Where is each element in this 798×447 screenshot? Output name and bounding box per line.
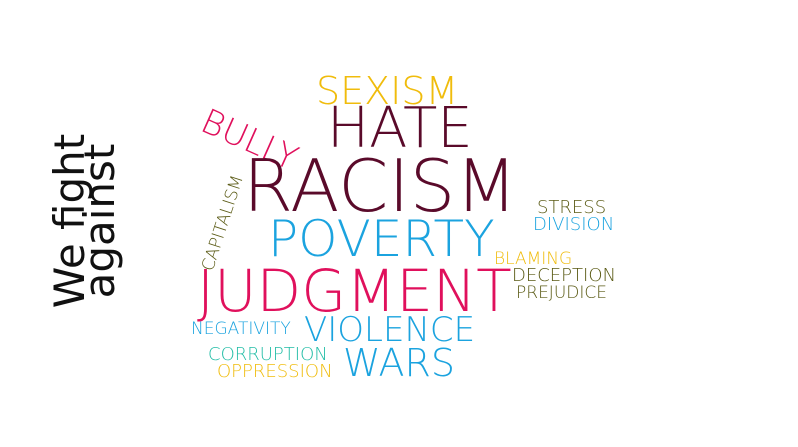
word-judgment: JUDGMENT <box>197 257 512 325</box>
word-oppression: OPPRESSION <box>217 361 333 382</box>
word-poverty: POVERTY <box>268 210 495 268</box>
word-prejudice: PREJUDICE <box>516 283 607 303</box>
word-sexism: SEXISM <box>316 69 459 113</box>
word-hate: HATE <box>327 96 473 161</box>
word-division: DIVISION <box>533 214 615 235</box>
word-deception: DECEPTION <box>512 265 616 286</box>
word-blaming: BLAMING <box>494 249 573 269</box>
word-racism: RACISM <box>243 144 518 228</box>
word-violence: VIOLENCE <box>304 310 476 350</box>
word-wars: WARS <box>343 341 456 385</box>
word-negativity: NEGATIVITY <box>191 319 291 339</box>
word-corruption: CORRUPTION <box>208 344 328 365</box>
word-stress: STRESS <box>537 197 607 218</box>
title-line-against: against <box>75 143 124 299</box>
